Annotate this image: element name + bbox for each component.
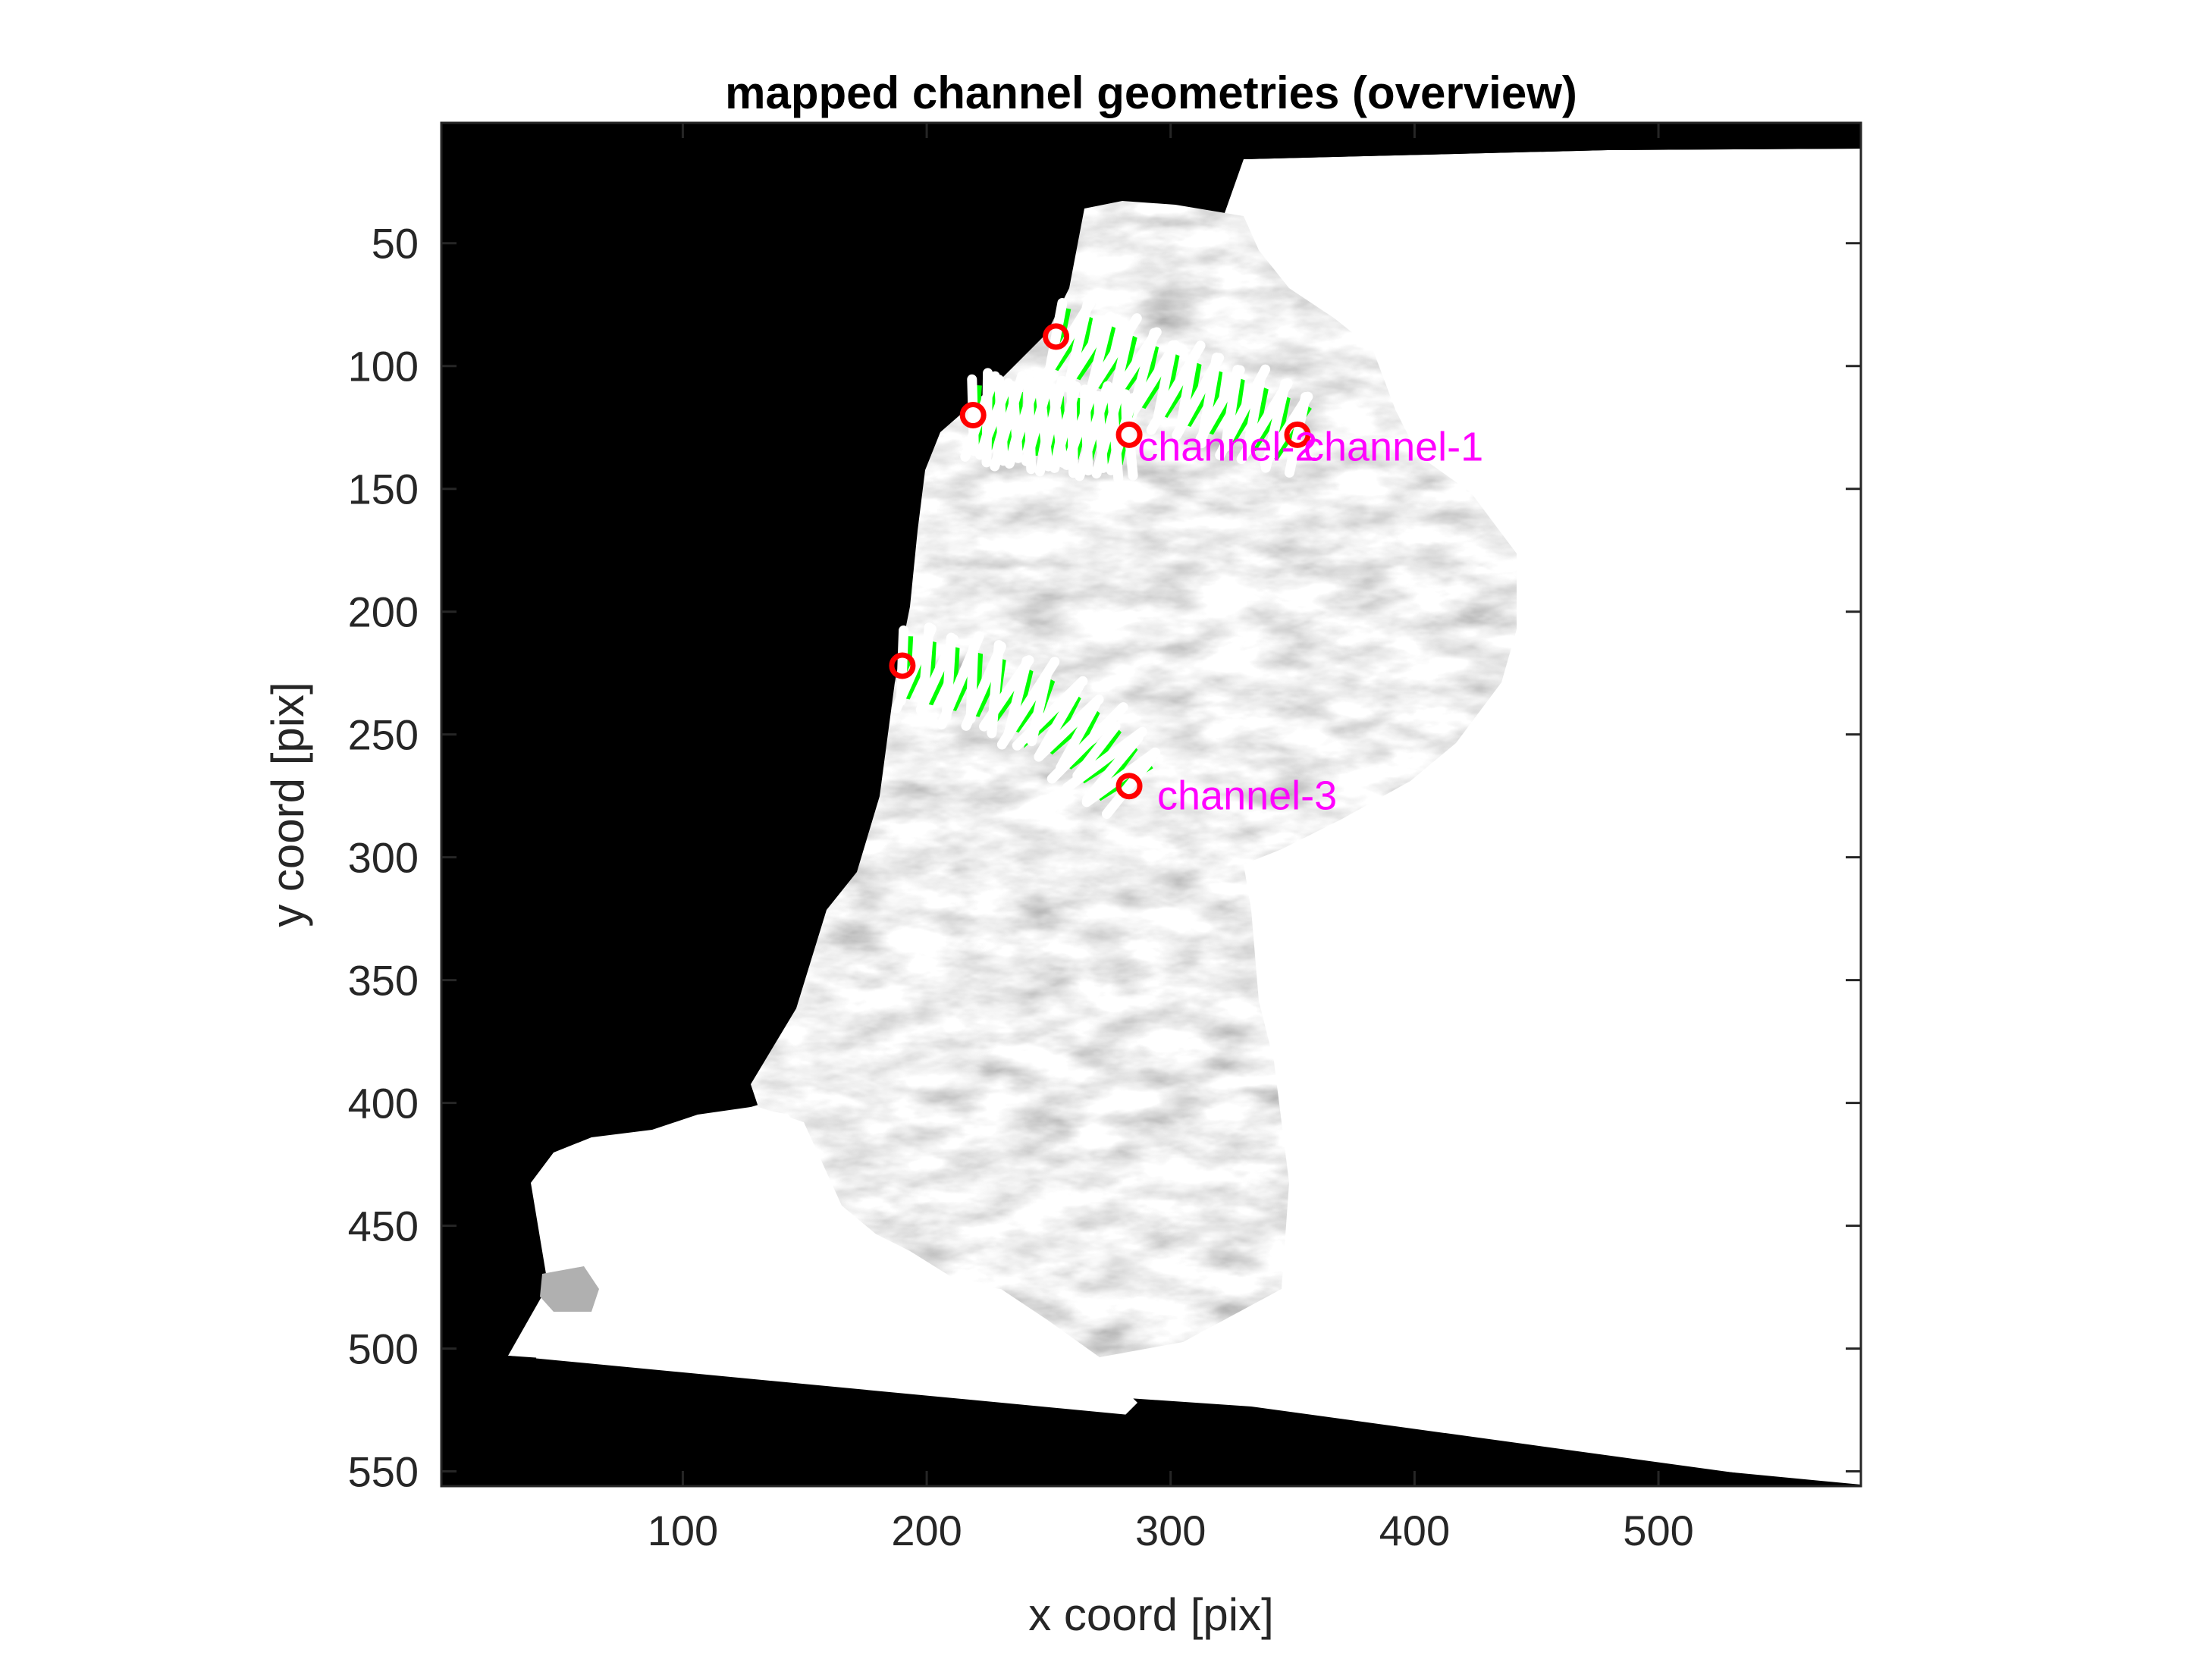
y-tick-label: 550 bbox=[348, 1448, 419, 1496]
map-image bbox=[441, 123, 1861, 1486]
x-axis: 100 200 300 400 500 bbox=[648, 123, 1694, 1554]
axes-box bbox=[440, 121, 1862, 1488]
cross-section bbox=[1082, 732, 1144, 804]
y-tick-label: 450 bbox=[348, 1203, 419, 1250]
channel-label: channel-2 bbox=[1137, 425, 1317, 470]
channel-label: channel-1 bbox=[1304, 425, 1483, 470]
channel-start-point bbox=[959, 402, 987, 429]
x-tick-label: 300 bbox=[1135, 1507, 1206, 1554]
channel-3-overlay bbox=[889, 623, 1160, 819]
y-tick-label: 200 bbox=[348, 588, 419, 636]
y-tick-label: 500 bbox=[348, 1325, 419, 1373]
top-nodata bbox=[1244, 123, 1861, 159]
y-tick-label: 50 bbox=[372, 220, 419, 268]
bottom-nodata bbox=[441, 1356, 1861, 1486]
y-tick-label: 250 bbox=[348, 711, 419, 759]
y-tick-label: 150 bbox=[348, 466, 419, 513]
lower-white-lobe bbox=[531, 1107, 1137, 1418]
channel-label: channel-3 bbox=[1157, 773, 1337, 819]
channel-1-overlay bbox=[1038, 298, 1313, 478]
cross-section bbox=[1120, 389, 1138, 481]
y-tick-label: 100 bbox=[348, 343, 419, 390]
y-axis: 50 100 150 200 250 300 350 400 450 500 550 bbox=[348, 220, 1861, 1496]
cross-section bbox=[1284, 392, 1311, 478]
channel-end-point bbox=[1284, 421, 1311, 448]
channel-end-point bbox=[1115, 773, 1143, 800]
cross-section bbox=[1046, 702, 1128, 784]
x-axis-label: x coord [pix] bbox=[1028, 1589, 1273, 1640]
chart-title: mapped channel geometries (overview) bbox=[725, 67, 1577, 118]
y-axis-label: y coord [pix] bbox=[262, 682, 313, 927]
x-tick-label: 200 bbox=[891, 1507, 962, 1554]
x-tick-label: 500 bbox=[1623, 1507, 1693, 1554]
x-tick-label: 400 bbox=[1379, 1507, 1450, 1554]
cross-section bbox=[1056, 698, 1101, 773]
y-tick-label: 350 bbox=[348, 957, 419, 1005]
y-tick-label: 400 bbox=[348, 1080, 419, 1127]
channel-2-overlay bbox=[959, 368, 1143, 484]
y-tick-label: 300 bbox=[348, 834, 419, 882]
x-tick-label: 100 bbox=[648, 1507, 718, 1554]
cross-section bbox=[1072, 721, 1121, 781]
channel-start-point bbox=[1043, 323, 1070, 350]
channel-end-point bbox=[1115, 421, 1143, 448]
cross-section bbox=[1102, 753, 1157, 819]
small-patch bbox=[540, 1266, 599, 1312]
channel-start-point bbox=[889, 652, 916, 679]
